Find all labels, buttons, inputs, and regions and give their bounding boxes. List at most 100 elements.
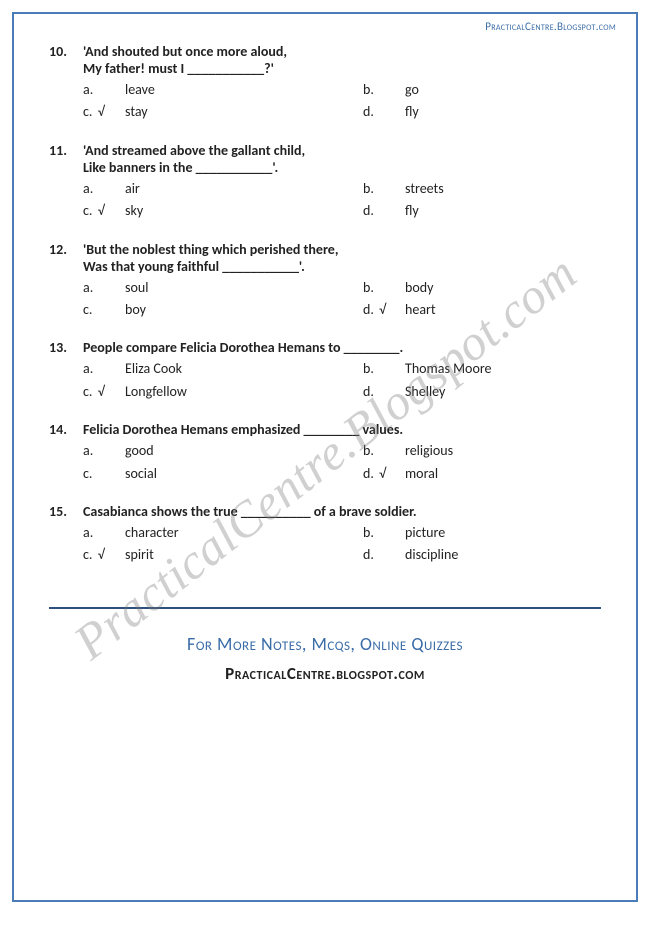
question-header: 12.'But the noblest thing which perished… (49, 241, 601, 275)
option-letter: c. √ (83, 544, 125, 566)
option-text: boy (125, 299, 146, 321)
option-letter: d. (363, 381, 405, 403)
option-text: character (125, 522, 179, 544)
option: a.Eliza Cook (83, 358, 363, 380)
option-letter: c. (83, 463, 125, 485)
question-text-line2: My father! must I ___________?' (83, 60, 601, 77)
question: 13.People compare Felicia Dorothea Heman… (49, 339, 601, 403)
option: c.social (83, 463, 363, 485)
option: d. √heart (363, 299, 601, 321)
option: c. √sky (83, 200, 363, 222)
question: 10.'And shouted but once more aloud,My f… (49, 43, 601, 124)
header-url: PracticalCentre.Blogspot.com (14, 14, 636, 33)
question-header: 11.'And streamed above the gallant child… (49, 142, 601, 176)
options-row: c.boyd. √heart (83, 299, 601, 321)
option-text: fly (405, 101, 419, 123)
option-letter: c. √ (83, 200, 125, 222)
options-row: a.soulb.body (83, 277, 601, 299)
options-row: c. √skyd.fly (83, 200, 601, 222)
question-text-line2: Was that young faithful ___________'. (83, 258, 601, 275)
option-letter: a. (83, 79, 125, 101)
check-mark-icon: √ (94, 383, 104, 400)
options-row: a.characterb.picture (83, 522, 601, 544)
question-number: 13. (49, 339, 83, 356)
check-mark-icon: √ (94, 546, 104, 563)
option-text: religious (405, 440, 453, 462)
option-text: picture (405, 522, 445, 544)
question-text: 'And streamed above the gallant child,Li… (83, 142, 601, 176)
question-text-line2: Like banners in the ___________'. (83, 159, 601, 176)
option-letter: b. (363, 277, 405, 299)
footer-line2: PracticalCentre.blogspot.com (14, 663, 636, 684)
option-text: sky (125, 200, 143, 222)
question: 12.'But the noblest thing which perished… (49, 241, 601, 322)
option: a.air (83, 178, 363, 200)
option-letter: a. (83, 358, 125, 380)
option: c. √Longfellow (83, 381, 363, 403)
option-text: stay (125, 101, 148, 123)
option-text: Longfellow (125, 381, 187, 403)
question-number: 12. (49, 241, 83, 258)
options-row: a.airb.streets (83, 178, 601, 200)
option-letter: a. (83, 522, 125, 544)
option: b.body (363, 277, 601, 299)
question-text: People compare Felicia Dorothea Hemans t… (83, 339, 601, 356)
question: 14.Felicia Dorothea Hemans emphasized __… (49, 421, 601, 485)
options-row: c. √Longfellowd.Shelley (83, 381, 601, 403)
option: d.fly (363, 101, 601, 123)
option: d.discipline (363, 544, 601, 566)
page-border: PracticalCentre.Blogspot.com PracticalCe… (12, 12, 638, 902)
option-letter: c. √ (83, 101, 125, 123)
option-text: fly (405, 200, 419, 222)
question: 11.'And streamed above the gallant child… (49, 142, 601, 223)
question-number: 15. (49, 503, 83, 520)
divider-line (49, 607, 601, 609)
question-header: 10.'And shouted but once more aloud,My f… (49, 43, 601, 77)
option: d.Shelley (363, 381, 601, 403)
check-mark-icon: √ (376, 301, 386, 318)
question-number: 11. (49, 142, 83, 159)
option: d. √moral (363, 463, 601, 485)
options-row: a.Eliza Cookb.Thomas Moore (83, 358, 601, 380)
option-text: go (405, 79, 419, 101)
options-row: a.goodb.religious (83, 440, 601, 462)
option-text: spirit (125, 544, 154, 566)
option-text: soul (125, 277, 148, 299)
question-header: 15.Casabianca shows the true __________ … (49, 503, 601, 520)
option-text: social (125, 463, 157, 485)
option-letter: b. (363, 178, 405, 200)
question-number: 14. (49, 421, 83, 438)
check-mark-icon: √ (94, 103, 104, 120)
option-letter: a. (83, 277, 125, 299)
option-text: moral (405, 463, 438, 485)
option: c. √stay (83, 101, 363, 123)
option-letter: b. (363, 522, 405, 544)
check-mark-icon: √ (94, 202, 104, 219)
options-row: c. √stayd.fly (83, 101, 601, 123)
question: 15.Casabianca shows the true __________ … (49, 503, 601, 567)
option: a.soul (83, 277, 363, 299)
option-text: heart (405, 299, 436, 321)
question-header: 13.People compare Felicia Dorothea Heman… (49, 339, 601, 356)
option-text: discipline (405, 544, 458, 566)
option: a.leave (83, 79, 363, 101)
option-letter: a. (83, 178, 125, 200)
option-letter: a. (83, 440, 125, 462)
option: b.religious (363, 440, 601, 462)
question-text: 'And shouted but once more aloud,My fath… (83, 43, 601, 77)
option: b.Thomas Moore (363, 358, 601, 380)
option-letter: b. (363, 440, 405, 462)
option-text: Shelley (405, 381, 445, 403)
option: b.go (363, 79, 601, 101)
option-letter: d. √ (363, 299, 405, 321)
footer-line1: For More Notes, Mcqs, Online Quizzes (14, 633, 636, 655)
check-mark-icon: √ (376, 465, 386, 482)
option-letter: d. √ (363, 463, 405, 485)
question-text: Felicia Dorothea Hemans emphasized _____… (83, 421, 601, 438)
footer: For More Notes, Mcqs, Online Quizzes Pra… (14, 633, 636, 684)
option-text: Eliza Cook (125, 358, 182, 380)
option: c. √spirit (83, 544, 363, 566)
option: c.boy (83, 299, 363, 321)
option: a.character (83, 522, 363, 544)
question-text: 'But the noblest thing which perished th… (83, 241, 601, 275)
